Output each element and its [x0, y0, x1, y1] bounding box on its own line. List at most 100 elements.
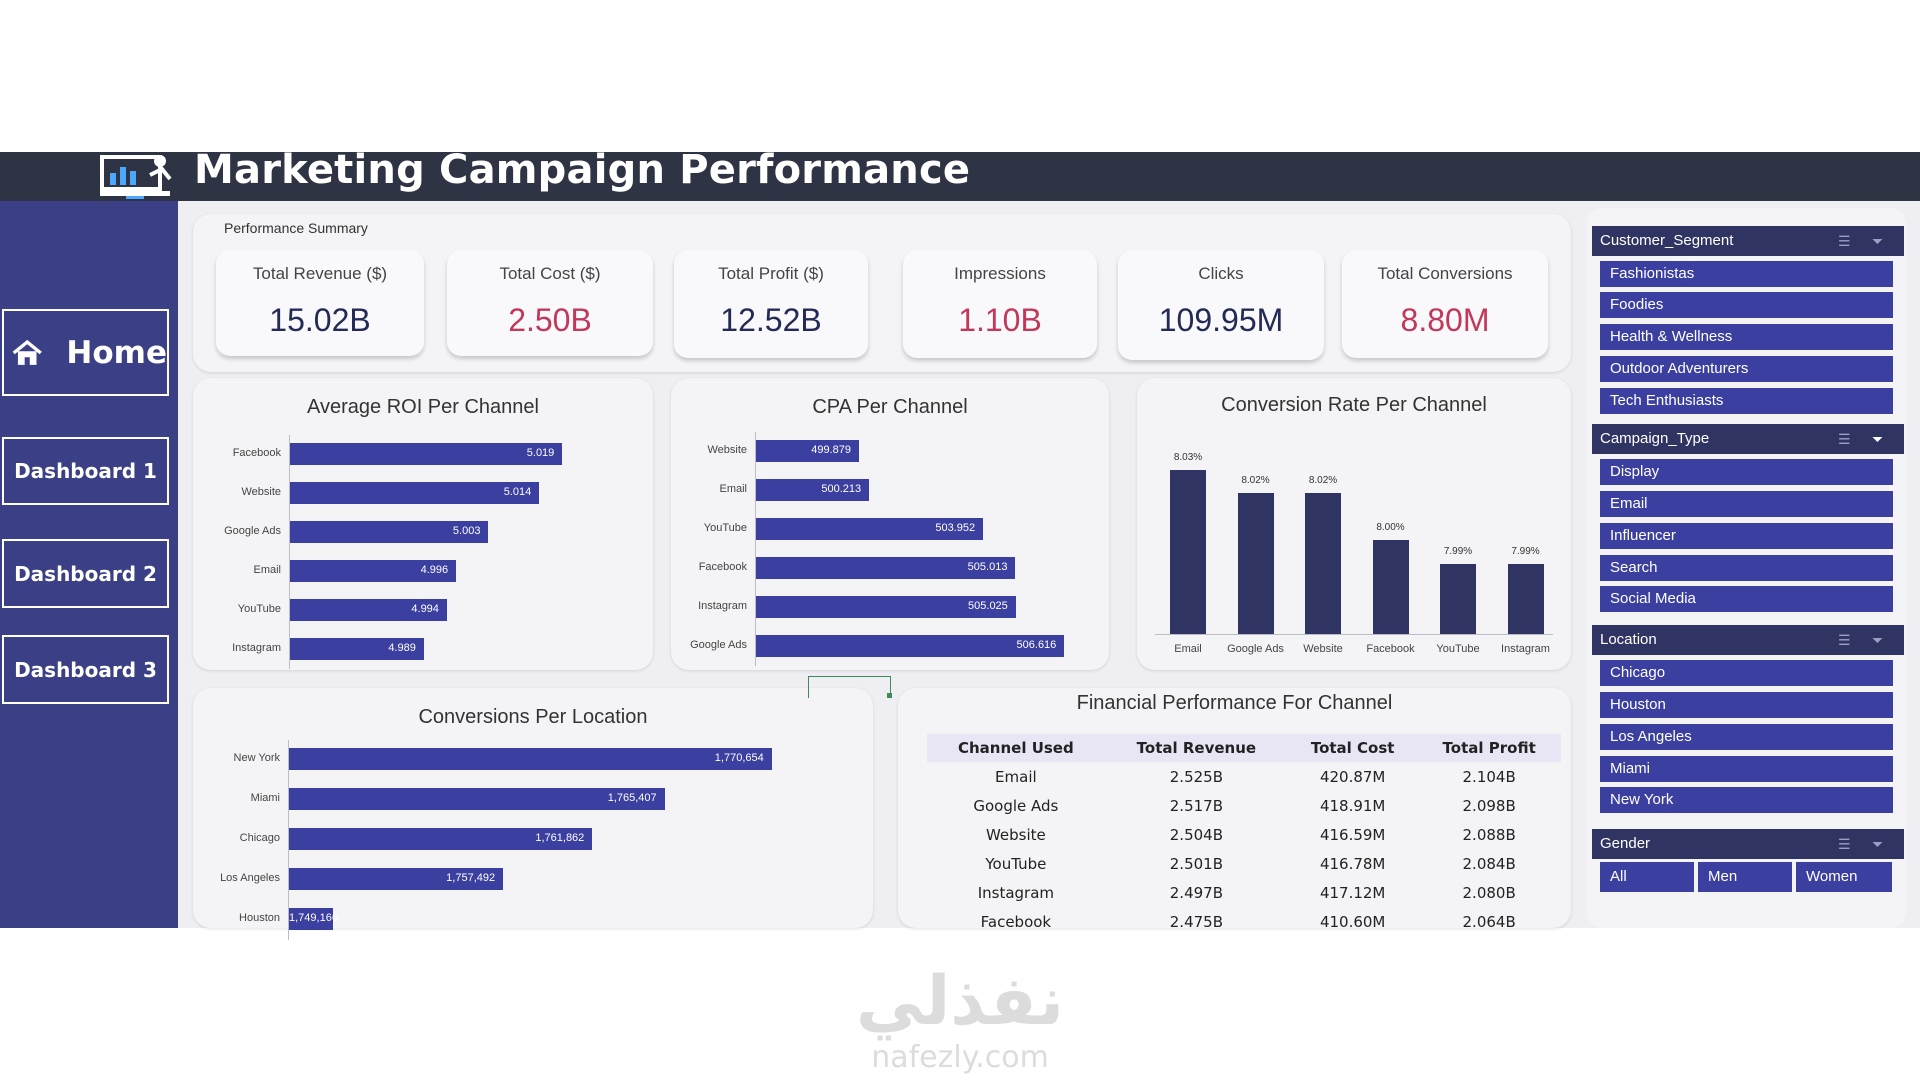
kpi-label: Total Cost ($) — [499, 264, 601, 283]
slicer-item-los-angeles[interactable]: Los Angeles — [1600, 724, 1893, 750]
kpi-label: Clicks — [1198, 264, 1244, 283]
bar[interactable] — [290, 560, 457, 582]
data-label: 8.00% — [1376, 522, 1405, 534]
data-label: 7.99% — [1511, 545, 1540, 557]
table-row: Facebook 2.475B 410.60M 2.064B — [927, 907, 1561, 936]
bar[interactable] — [289, 748, 772, 770]
slicer-item-outdoor-adventurers[interactable]: Outdoor Adventurers — [1600, 356, 1893, 382]
kpi-total-conversions: Total Conversions 8.80M — [1342, 250, 1548, 358]
watermark-url: nafezly.com — [871, 1040, 1049, 1075]
category-label: Facebook — [698, 561, 747, 573]
category-label: Google Ads — [1227, 643, 1284, 655]
gender-option-all[interactable]: All — [1600, 862, 1694, 892]
page-title: Marketing Campaign Performance — [194, 147, 971, 193]
slicer-item-email[interactable]: Email — [1600, 491, 1893, 517]
slicer-item-new-york[interactable]: New York — [1600, 787, 1893, 813]
bar[interactable] — [289, 908, 334, 930]
financial-performance-card: Financial Performance For Channel — [898, 688, 1571, 928]
bar[interactable] — [756, 596, 1016, 618]
table-cell: 2.088B — [1462, 825, 1516, 844]
kpi-total-revenue: Total Revenue ($) 15.02B — [216, 250, 424, 356]
clear-filter-icon[interactable]: ⏷ — [1872, 431, 1884, 447]
bar[interactable] — [756, 518, 984, 540]
category-label: Google Ads — [690, 639, 747, 651]
bar[interactable] — [1507, 563, 1544, 634]
data-label: 1,765,407 — [607, 792, 657, 804]
category-label: YouTube — [703, 522, 747, 534]
kpi-value: 2.50B — [508, 302, 592, 338]
kpi-value: 15.02B — [269, 302, 371, 338]
slicer-item-fashionistas[interactable]: Fashionistas — [1600, 261, 1893, 287]
category-label: YouTube — [237, 603, 281, 615]
data-label: 5.019 — [526, 447, 555, 459]
multi-select-icon[interactable]: ☰ — [1838, 836, 1851, 852]
table-cell: 2.497B — [1169, 883, 1223, 902]
table-cell: 2.098B — [1462, 796, 1516, 815]
bar[interactable] — [289, 868, 504, 890]
category-label: Instagram — [698, 600, 747, 612]
nav-dashboard-3-button[interactable]: Dashboard 3 — [2, 635, 169, 704]
bar[interactable] — [1237, 493, 1274, 634]
bar[interactable] — [289, 788, 665, 810]
slicer-item-houston[interactable]: Houston — [1600, 692, 1893, 718]
nav-home-button[interactable]: Home — [2, 309, 169, 396]
category-label: YouTube — [1436, 643, 1480, 655]
table-cell: 2.080B — [1462, 883, 1516, 902]
bar[interactable] — [1170, 469, 1206, 634]
slicer-item-search[interactable]: Search — [1600, 555, 1893, 581]
column-header[interactable]: Total Cost — [1288, 734, 1418, 762]
gender-option-men[interactable]: Men — [1698, 862, 1792, 892]
data-label: 503.952 — [935, 522, 976, 534]
slicer-item-foodies[interactable]: Foodies — [1600, 292, 1893, 318]
bar[interactable] — [289, 828, 593, 850]
multi-select-icon[interactable]: ☰ — [1838, 632, 1851, 648]
chart-title: Average ROI Per Channel — [307, 396, 539, 418]
bar[interactable] — [290, 482, 540, 504]
kpi-total-profit: Total Profit ($) 12.52B — [674, 250, 868, 358]
nav-dashboard-2-button[interactable]: Dashboard 2 — [2, 539, 169, 608]
selection-handle[interactable] — [887, 693, 892, 698]
nav-home-label: Home — [66, 334, 167, 371]
column-header[interactable]: Total Revenue — [1104, 734, 1289, 762]
table-header-row: Channel Used Total Revenue Total Cost To… — [927, 734, 1561, 762]
clear-filter-icon[interactable]: ⏷ — [1872, 836, 1884, 852]
slicer-item-chicago[interactable]: Chicago — [1600, 660, 1893, 686]
column-header[interactable]: Total Profit — [1417, 734, 1561, 762]
multi-select-icon[interactable]: ☰ — [1838, 431, 1851, 447]
nav-dashboard-1-button[interactable]: Dashboard 1 — [2, 437, 169, 505]
bar[interactable] — [1372, 540, 1409, 634]
gender-option-women[interactable]: Women — [1796, 862, 1892, 892]
table-cell: 2.504B — [1169, 825, 1223, 844]
slicer-title: Customer_Segment — [1600, 232, 1734, 249]
clear-filter-icon[interactable]: ⏷ — [1872, 632, 1884, 648]
clear-filter-icon[interactable]: ⏷ — [1872, 233, 1884, 249]
category-label: Facebook — [232, 447, 281, 459]
category-label: Email — [1174, 643, 1202, 655]
table-cell: 418.91M — [1319, 796, 1386, 815]
bar[interactable] — [290, 521, 489, 543]
slicer-item-influencer[interactable]: Influencer — [1600, 523, 1893, 549]
bar[interactable] — [756, 557, 1016, 579]
data-label: 499.879 — [811, 444, 851, 456]
data-label: 505.013 — [967, 561, 1008, 573]
multi-select-icon[interactable]: ☰ — [1838, 233, 1851, 249]
slicer-item-health-wellness[interactable]: Health & Wellness — [1600, 324, 1893, 350]
table-cell: 2.525B — [1169, 767, 1223, 786]
column-header[interactable]: Channel Used — [927, 734, 1105, 762]
bar[interactable] — [290, 599, 447, 621]
bar[interactable] — [290, 443, 563, 465]
table-row: YouTube 2.501B 416.78M 2.084B — [927, 849, 1561, 878]
bar[interactable] — [756, 440, 859, 462]
category-label: Website — [241, 486, 281, 498]
bar[interactable] — [756, 635, 1065, 657]
slicer-item-miami[interactable]: Miami — [1600, 756, 1893, 782]
slicer-title: Campaign_Type — [1600, 430, 1710, 447]
slicer-item-social-media[interactable]: Social Media — [1600, 586, 1893, 612]
bar[interactable] — [290, 638, 424, 660]
bar[interactable] — [1440, 563, 1476, 634]
bar[interactable] — [756, 479, 870, 501]
bar[interactable] — [1305, 493, 1341, 634]
slicer-item-display[interactable]: Display — [1600, 459, 1893, 485]
data-label: 500.213 — [821, 483, 862, 495]
slicer-item-tech-enthusiasts[interactable]: Tech Enthusiasts — [1600, 388, 1893, 414]
